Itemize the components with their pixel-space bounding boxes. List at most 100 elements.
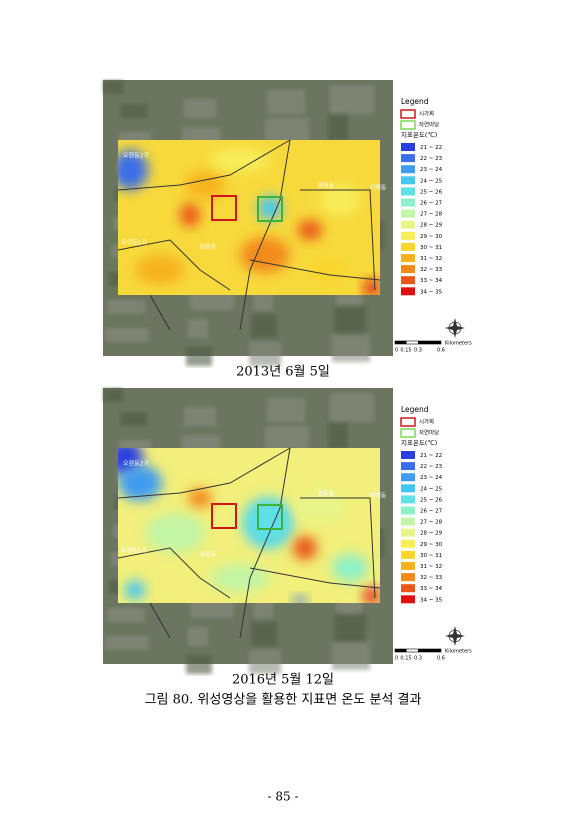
heat-spot — [295, 493, 345, 523]
legend-class: 26 ~ 27 — [420, 509, 443, 515]
legend-swatch — [401, 165, 415, 174]
satellite-texture — [188, 627, 208, 646]
heat-spot — [240, 237, 290, 273]
legend-swatch — [401, 254, 415, 262]
legend-swatch — [401, 287, 415, 296]
legend-class: 29 ~ 30 — [420, 542, 443, 548]
scale-tick: 0 — [395, 348, 398, 354]
legend-class: 28 ~ 29 — [420, 531, 443, 537]
legend-swatch — [401, 242, 415, 251]
satellite-texture — [103, 80, 123, 94]
map-label: 남종동 — [200, 243, 217, 251]
legend-swatch — [401, 539, 415, 548]
legend-class: 23 ~ 24 — [420, 475, 443, 481]
heat-spot — [145, 513, 205, 553]
satellite-texture — [332, 333, 370, 362]
figure-date: 2016년 5월 12일 — [232, 673, 334, 688]
satellite-texture — [190, 599, 234, 618]
legend-temp-title: 지표온도(℃) — [401, 438, 437, 447]
legend-nature: 자연마당 — [419, 429, 439, 437]
heat-spot — [210, 564, 270, 592]
satellite-texture — [105, 636, 149, 650]
scale-bar-fill — [418, 649, 441, 652]
legend-swatch — [401, 562, 415, 570]
satellite-texture — [330, 393, 374, 422]
satellite-texture — [265, 426, 309, 450]
legend-urban: 시가화 — [419, 418, 434, 426]
legend-swatch — [401, 265, 415, 274]
heat-spot — [293, 536, 317, 560]
legend-class: 30 ~ 31 — [420, 245, 442, 251]
satellite-texture — [334, 613, 366, 642]
map-label: 이매동 — [370, 492, 387, 500]
legend-swatch — [401, 517, 415, 526]
urban-area — [211, 503, 237, 529]
satellite-texture — [330, 85, 374, 114]
legend-swatch — [401, 220, 415, 229]
map-label: 남종동 — [200, 551, 217, 559]
legend-class: 31 ~ 32 — [420, 564, 442, 570]
map-label: 이매동 — [370, 184, 387, 192]
satellite-texture — [328, 421, 348, 450]
legend-swatch — [401, 528, 415, 537]
legend-bg — [393, 388, 473, 664]
legend-swatch — [401, 573, 415, 582]
satellite-texture — [249, 342, 281, 366]
legend-swatch — [401, 462, 415, 471]
satellite-texture — [186, 347, 212, 366]
legend-class: 27 ~ 28 — [420, 520, 443, 526]
legend-swatch — [401, 595, 415, 604]
north-arrow-star — [445, 626, 465, 646]
legend-swatch — [401, 495, 415, 504]
north-arrow-star — [445, 318, 465, 338]
legend-nature-swatch — [400, 120, 416, 130]
legend-class: 24 ~ 25 — [420, 486, 443, 492]
heat-spot — [298, 220, 322, 240]
satellite-texture — [105, 328, 149, 342]
legend-class: 25 ~ 26 — [420, 497, 443, 503]
legend-class: 28 ~ 29 — [420, 223, 443, 229]
legend-class: 30 ~ 31 — [420, 553, 442, 559]
scale-tick: 0.6 — [437, 656, 445, 662]
legend-swatch — [401, 209, 415, 218]
legend-swatch — [401, 198, 415, 207]
legend-class: 27 ~ 28 — [420, 212, 443, 218]
legend-class: 25 ~ 26 — [420, 189, 443, 195]
legend-swatch — [401, 143, 415, 151]
legend-swatch — [401, 484, 415, 493]
legend-swatch — [401, 187, 415, 196]
legend-class: 22 ~ 23 — [420, 464, 443, 470]
boundary — [117, 139, 381, 331]
satellite-texture — [328, 113, 348, 142]
satellite-texture — [334, 305, 366, 334]
legend-class: 26 ~ 27 — [420, 201, 443, 207]
heat-spot — [135, 255, 185, 285]
legend-class: 21 ~ 22 — [420, 453, 442, 459]
satellite-texture — [188, 319, 208, 338]
heat-spot — [180, 203, 200, 227]
legend-swatch — [401, 231, 415, 240]
figure-caption: 그림 80. 위성영상을 활용한 지표면 온도 분석 결과 — [145, 693, 422, 708]
satellite-texture — [121, 104, 147, 118]
scale-bar-fill — [395, 341, 407, 344]
legend-class: 21 ~ 22 — [420, 145, 442, 151]
heat-spot — [258, 196, 282, 220]
heat-spot — [310, 258, 350, 282]
legend-class: 33 ~ 34 — [420, 586, 443, 592]
heat-spot — [118, 150, 148, 190]
legend-class: 29 ~ 30 — [420, 234, 443, 240]
legend-temp-title: 지표온도(℃) — [401, 130, 437, 139]
legend-urban-swatch — [400, 109, 416, 119]
urban-area — [211, 195, 237, 221]
heat-spot — [125, 580, 145, 600]
legend-nature: 자연마당 — [419, 121, 439, 129]
map-label: 오현동1가 — [121, 547, 147, 555]
heat-spot — [294, 596, 306, 603]
legend-class: 33 ~ 34 — [420, 278, 443, 284]
legend-swatch — [401, 473, 415, 482]
satellite-texture — [107, 300, 145, 314]
legend-class: 32 ~ 33 — [420, 267, 443, 273]
